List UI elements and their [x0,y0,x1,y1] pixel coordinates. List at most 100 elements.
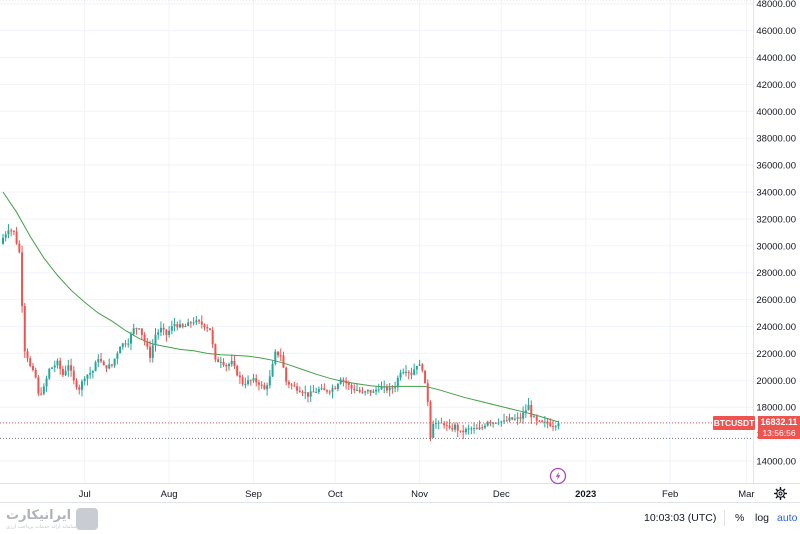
candle-up [396,377,399,388]
price-axis[interactable]: 14000.0016000.0018000.0020000.0022000.00… [756,0,796,468]
candle-down [277,351,280,356]
utc-clock[interactable]: 10:03:03 (UTC) [644,512,717,524]
auto-scale-button[interactable]: auto [777,512,798,524]
candle-up [497,422,500,424]
candle-up [159,327,162,333]
candle-down [15,231,18,244]
time-tick-label: Sep [245,489,262,500]
candle-down [326,390,329,392]
candle-up [178,324,181,328]
candle-up [508,417,511,421]
candle-up [317,389,320,392]
candle-down [296,386,299,391]
time-tick-label: Mar [738,489,754,500]
candle-down [61,368,64,376]
candle-up [154,334,157,346]
candle-up [473,428,476,430]
candle-up [170,326,173,331]
candle-down [34,369,37,378]
candle-down [12,230,15,232]
candle-up [364,391,367,393]
candles-layer [2,224,560,442]
candle-down [541,420,544,422]
log-scale-button[interactable]: log [755,512,770,524]
candle-up [464,428,467,433]
candle-down [31,366,34,370]
candle-up [42,386,45,394]
candle-down [519,417,522,419]
candle-down [146,341,149,347]
candle-down [189,322,192,324]
candle-up [415,365,418,370]
time-tick-label: Jul [79,489,91,500]
candle-down [260,384,263,386]
candle-down [225,365,228,367]
candle-down [236,366,239,376]
candle-down [105,365,108,369]
candle-up [380,386,383,390]
candle-up [532,416,535,418]
candle-up [121,343,124,348]
candle-up [339,379,342,384]
last-price-tag: 16832.11 13:56:56 [758,416,800,439]
lightning-icon[interactable] [549,467,567,485]
candle-down [421,364,424,371]
candle-up [470,428,473,430]
toolbar-divider [724,510,725,526]
iranicard-logo: ایرانیکارت سامانه ارائه خدمات پرداخت ارز… [6,508,98,532]
candle-up [244,383,247,385]
candle-up [388,387,391,391]
candle-down [549,423,552,426]
candle-up [486,421,489,426]
moving-average-layer [2,191,559,423]
candle-up [467,428,470,430]
candle-up [4,234,7,238]
candle-down [328,391,331,393]
candle-up [372,391,375,393]
candle-up [336,383,339,389]
time-axis[interactable]: Jul Aug Sep Oct Nov Dec 2023 Feb Mar [79,489,755,500]
candle-up [315,391,318,393]
candle-down [70,365,73,371]
candle-down [165,329,168,335]
candle-down [440,422,443,424]
candle-up [274,351,277,364]
candle-up [53,365,56,368]
candle-down [489,421,492,423]
candle-up [127,343,130,345]
candle-down [72,370,75,381]
logo-mark-icon [76,508,98,530]
candle-up [80,381,83,390]
price-tick-label: 28000.00 [756,268,796,279]
moving-average-line [2,191,559,423]
candle-down [200,321,203,325]
candle-down [448,425,451,428]
candle-up [268,376,271,386]
candle-down [29,358,32,367]
candle-down [255,378,258,383]
candle-down [552,425,555,427]
candle-down [257,382,260,385]
candle-down [285,367,288,382]
price-lines [0,0,753,439]
candle-down [21,252,24,306]
candle-down [135,328,138,330]
candle-up [413,369,416,375]
price-tick-label: 48000.00 [756,0,796,10]
percent-scale-button[interactable]: % [735,512,745,524]
price-chart[interactable]: 14000.0016000.0018000.0020000.0022000.00… [0,0,800,502]
candle-down [110,364,113,366]
candle-up [500,421,503,423]
candle-down [445,425,448,427]
candle-down [410,372,413,375]
candle-up [522,412,525,419]
settings-gear-icon[interactable] [774,487,787,500]
candle-up [513,418,516,420]
price-tick-label: 42000.00 [756,80,796,91]
candle-up [132,328,135,335]
candle-down [462,430,465,433]
candle-up [157,332,160,335]
candle-down [238,375,241,378]
last-price-value: 16832.11 [760,417,798,427]
candle-up [119,347,122,354]
